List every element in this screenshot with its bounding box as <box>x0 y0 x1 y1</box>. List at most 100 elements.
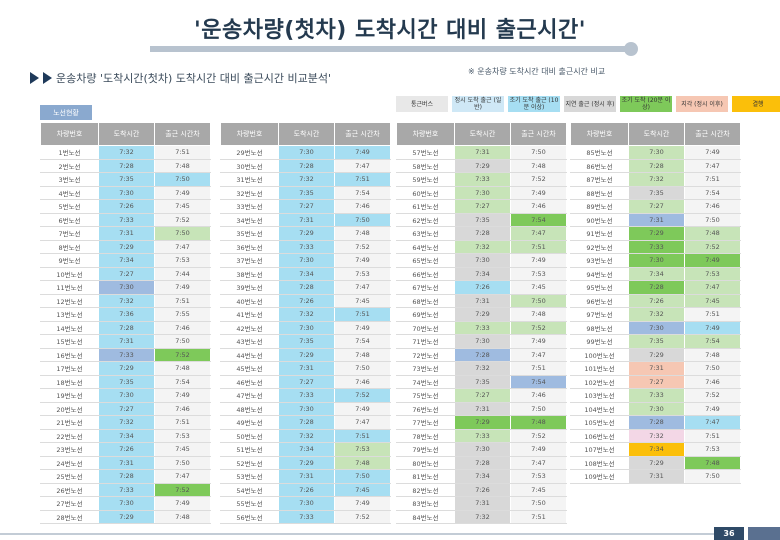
route-cell: 104번노선 <box>570 401 629 416</box>
arrival-cell: 7:31 <box>454 145 511 160</box>
gap-cell: 7:44 <box>154 266 211 281</box>
column-header: 출근 시간차 <box>154 122 211 146</box>
arrival-cell: 7:29 <box>454 415 511 430</box>
route-cell: 8번노선 <box>40 239 99 254</box>
route-cell: 59번노선 <box>396 172 455 187</box>
route-cell: 31번노선 <box>220 172 279 187</box>
table-row: 26번노선 7:33 7:52 <box>40 482 211 497</box>
table-row: 17번노선 7:29 7:48 <box>40 361 211 376</box>
arrival-cell: 7:29 <box>278 226 335 241</box>
table-row: 106번노선 7:32 7:51 <box>570 428 741 443</box>
route-cell: 96번노선 <box>570 293 629 308</box>
gap-cell: 7:49 <box>510 253 567 268</box>
route-cell: 37번노선 <box>220 253 279 268</box>
gap-cell: 7:50 <box>154 455 211 470</box>
table-row: 13번노선 7:36 7:55 <box>40 307 211 322</box>
gap-cell: 7:50 <box>510 401 567 416</box>
route-cell: 30번노선 <box>220 158 279 173</box>
table-row: 48번노선 7:30 7:49 <box>220 401 391 416</box>
route-cell: 95번노선 <box>570 280 629 295</box>
arrival-cell: 7:31 <box>98 226 155 241</box>
column-header: 도착시간 <box>278 122 335 146</box>
table-row: 52번노선 7:29 7:48 <box>220 455 391 470</box>
table-row: 23번노선 7:26 7:45 <box>40 442 211 457</box>
arrival-cell: 7:33 <box>454 320 511 335</box>
gap-cell: 7:52 <box>510 320 567 335</box>
gap-cell: 7:48 <box>684 347 741 362</box>
table-row: 40번노선 7:26 7:45 <box>220 293 391 308</box>
table-row: 37번노선 7:30 7:49 <box>220 253 391 268</box>
table-row: 19번노선 7:30 7:49 <box>40 388 211 403</box>
gap-cell: 7:52 <box>684 239 741 254</box>
route-cell: 81번노선 <box>396 469 455 484</box>
table-row: 86번노선 7:28 7:47 <box>570 158 741 173</box>
route-cell: 52번노선 <box>220 455 279 470</box>
table-row: 36번노선 7:33 7:52 <box>220 239 391 254</box>
route-cell: 54번노선 <box>220 482 279 497</box>
route-cell: 94번노선 <box>570 266 629 281</box>
gap-cell: 7:50 <box>154 334 211 349</box>
gap-cell: 7:50 <box>510 145 567 160</box>
gap-cell: 7:46 <box>684 374 741 389</box>
arrival-cell: 7:32 <box>454 361 511 376</box>
arrival-cell: 7:33 <box>454 172 511 187</box>
table-row: 22번노선 7:34 7:53 <box>40 428 211 443</box>
route-cell: 17번노선 <box>40 361 99 376</box>
gap-cell: 7:47 <box>684 158 741 173</box>
arrival-cell: 7:31 <box>454 401 511 416</box>
route-cell: 39번노선 <box>220 280 279 295</box>
arrival-cell: 7:26 <box>98 199 155 214</box>
arrival-cell: 7:27 <box>454 199 511 214</box>
title-underline <box>150 42 638 56</box>
route-cell: 67번노선 <box>396 280 455 295</box>
arrival-cell: 7:29 <box>628 347 685 362</box>
route-cell: 3번노선 <box>40 172 99 187</box>
route-cell: 46번노선 <box>220 374 279 389</box>
route-cell: 33번노선 <box>220 199 279 214</box>
arrival-cell: 7:30 <box>278 496 335 511</box>
column-header: 도착시간 <box>454 122 511 146</box>
gap-cell: 7:52 <box>334 239 391 254</box>
arrival-cell: 7:30 <box>278 253 335 268</box>
table-row: 56번노선 7:33 7:52 <box>220 509 391 524</box>
table-row: 47번노선 7:33 7:52 <box>220 388 391 403</box>
gap-cell: 7:53 <box>684 266 741 281</box>
table-row: 85번노선 7:30 7:49 <box>570 145 741 160</box>
table-row: 78번노선 7:33 7:52 <box>396 428 567 443</box>
gap-cell: 7:51 <box>334 307 391 322</box>
gap-cell: 7:52 <box>684 388 741 403</box>
route-table-1: 차량번호 도착시간 출근 시간차 1번노선 7:32 7:51 2번노선 7:28 7:48 3번… <box>40 122 211 524</box>
route-cell: 27번노선 <box>40 496 99 511</box>
gap-cell: 7:48 <box>334 455 391 470</box>
arrival-cell: 7:33 <box>628 239 685 254</box>
arrival-cell: 7:31 <box>98 455 155 470</box>
table-row: 72번노선 7:28 7:47 <box>396 347 567 362</box>
arrival-cell: 7:30 <box>454 253 511 268</box>
route-cell: 16번노선 <box>40 347 99 362</box>
arrival-cell: 7:32 <box>278 307 335 322</box>
gap-cell: 7:47 <box>154 239 211 254</box>
route-cell: 51번노선 <box>220 442 279 457</box>
gap-cell: 7:45 <box>684 293 741 308</box>
table-row: 102번노선 7:27 7:46 <box>570 374 741 389</box>
arrival-cell: 7:26 <box>454 280 511 295</box>
table-row: 21번노선 7:32 7:51 <box>40 415 211 430</box>
table-row: 64번노선 7:32 7:51 <box>396 239 567 254</box>
table-row: 27번노선 7:30 7:49 <box>40 496 211 511</box>
gap-cell: 7:51 <box>154 293 211 308</box>
route-cell: 29번노선 <box>220 145 279 160</box>
table-row: 101번노선 7:31 7:50 <box>570 361 741 376</box>
table-row: 42번노선 7:30 7:49 <box>220 320 391 335</box>
gap-cell: 7:53 <box>510 469 567 484</box>
table-row: 87번노선 7:32 7:51 <box>570 172 741 187</box>
arrival-cell: 7:33 <box>278 388 335 403</box>
table-row: 35번노선 7:29 7:48 <box>220 226 391 241</box>
gap-cell: 7:52 <box>154 482 211 497</box>
arrival-cell: 7:33 <box>278 239 335 254</box>
gap-cell: 7:53 <box>334 266 391 281</box>
section-tag: 노선현황 <box>40 105 92 120</box>
gap-cell: 7:49 <box>510 334 567 349</box>
route-cell: 100번노선 <box>570 347 629 362</box>
route-cell: 6번노선 <box>40 212 99 227</box>
